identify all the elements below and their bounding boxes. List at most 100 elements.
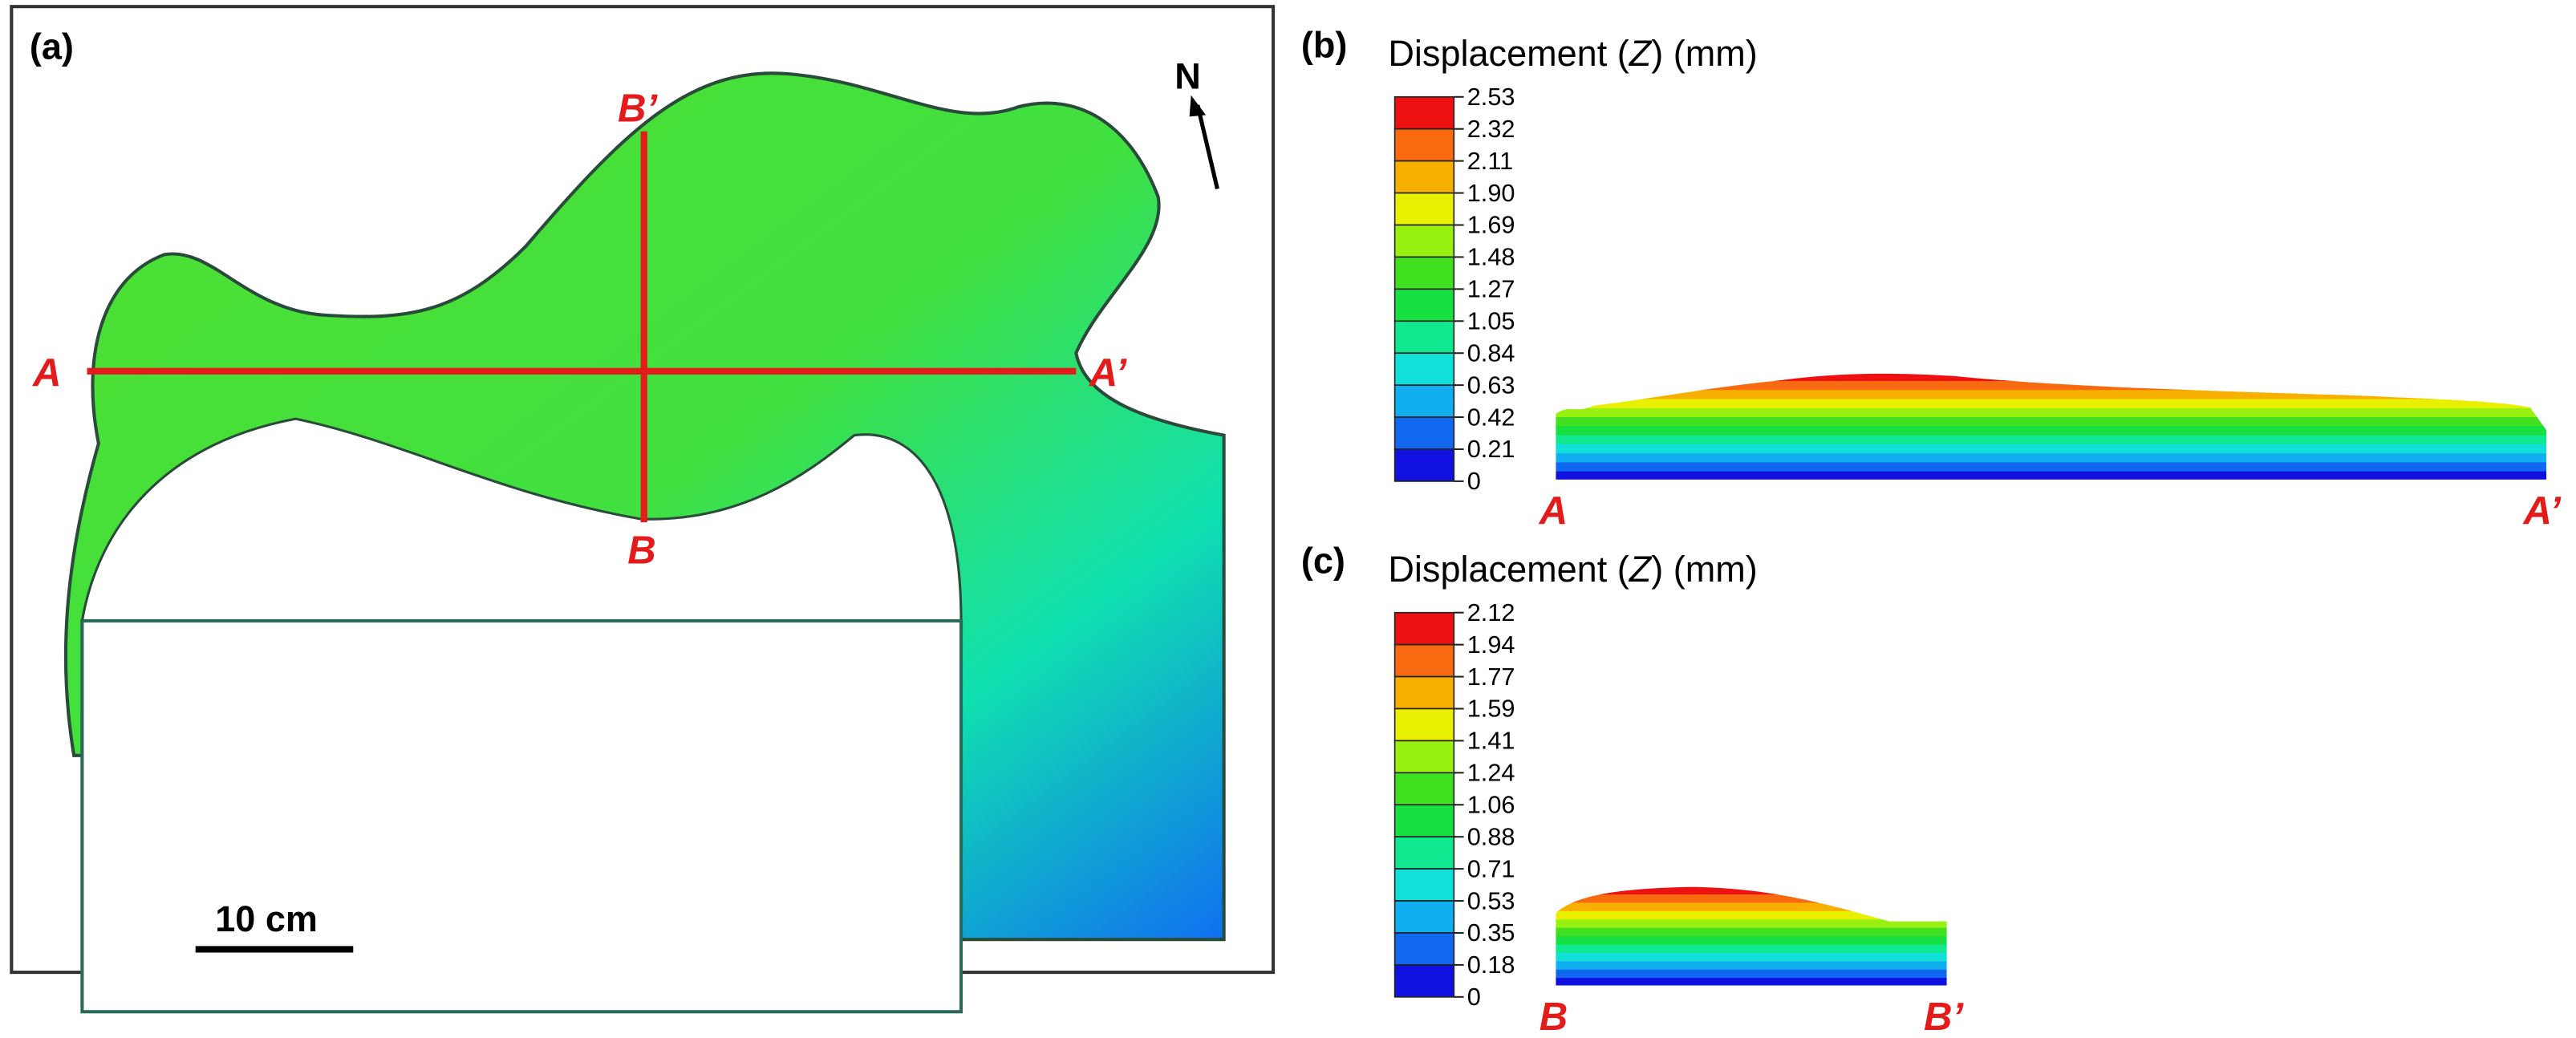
contour-band bbox=[1556, 935, 1947, 945]
contour-band bbox=[1556, 951, 1947, 962]
colorbar-tick-label: 2.12 bbox=[1467, 598, 1515, 626]
title-part: ) (mm) bbox=[1651, 549, 1758, 590]
contour-band bbox=[1556, 918, 1947, 928]
colorbar-tick-label: 0 bbox=[1467, 983, 1481, 1011]
section-end: A’ bbox=[2522, 489, 2562, 533]
contour-band bbox=[1556, 443, 2547, 454]
colorbar-band bbox=[1393, 95, 1455, 130]
colorbar-band bbox=[1393, 868, 1455, 902]
section-end: B bbox=[1540, 995, 1568, 1038]
contour-band bbox=[1556, 926, 1947, 937]
contour-band bbox=[1556, 968, 1947, 979]
opening-box bbox=[80, 618, 963, 1014]
colorbar-band bbox=[1393, 932, 1455, 966]
colorbar-tick-label: 2.32 bbox=[1467, 115, 1515, 143]
cross-section bbox=[1556, 373, 2547, 480]
north-arrow bbox=[1195, 104, 1219, 190]
contour-band bbox=[1556, 902, 1947, 911]
contour-band bbox=[1556, 407, 2547, 418]
section-label: A’ bbox=[1089, 351, 1128, 395]
contour-band bbox=[1556, 425, 2547, 436]
colorbar-band bbox=[1393, 804, 1455, 838]
section-label: B bbox=[627, 529, 655, 572]
north-arrowhead bbox=[1189, 95, 1207, 117]
colorbar-tick-label: 0.21 bbox=[1467, 435, 1515, 463]
contour-band bbox=[1556, 379, 2547, 391]
colorbar-band bbox=[1393, 611, 1455, 646]
panel-label: (a) bbox=[30, 26, 74, 67]
colorbar-band bbox=[1393, 643, 1455, 678]
contour-band bbox=[1556, 470, 2547, 480]
colorbar-tick-label: 1.69 bbox=[1467, 211, 1515, 239]
colorbar-band bbox=[1393, 772, 1455, 806]
colorbar-band bbox=[1393, 224, 1455, 258]
contour-band bbox=[1556, 434, 2547, 444]
contour-band bbox=[1556, 373, 2547, 382]
contour-band bbox=[1556, 461, 2547, 472]
colorbar-band bbox=[1393, 675, 1455, 710]
colorbar-band bbox=[1393, 740, 1455, 774]
colorbar-tick-label: 0.42 bbox=[1467, 403, 1515, 431]
colorbar-tick-label: 0.84 bbox=[1467, 339, 1515, 367]
colorbar-band bbox=[1393, 320, 1455, 355]
contour-band bbox=[1556, 452, 2547, 463]
contour-band bbox=[1556, 943, 1947, 953]
colorbar-tick-label: 1.05 bbox=[1467, 307, 1515, 335]
colorbar-band bbox=[1393, 256, 1455, 290]
scale-label: 10 cm bbox=[215, 898, 318, 939]
contour-band bbox=[1556, 398, 2547, 408]
colorbar-band bbox=[1393, 964, 1455, 998]
colorbar-tick-label: 0.63 bbox=[1467, 371, 1515, 399]
colorbar-tick-label: 1.90 bbox=[1467, 179, 1515, 207]
colorbar-tick-label: 1.59 bbox=[1467, 695, 1515, 723]
colorbar-tick-label: 0 bbox=[1467, 467, 1481, 495]
panel-label: (c) bbox=[1301, 541, 1345, 582]
colorbar-band bbox=[1393, 900, 1455, 934]
contour-band bbox=[1556, 910, 1947, 920]
section-end: B’ bbox=[1924, 995, 1964, 1038]
colorbar-tick-label: 0.88 bbox=[1467, 822, 1515, 850]
colorbar-band bbox=[1393, 128, 1455, 162]
colorbar-tick-label: 1.06 bbox=[1467, 790, 1515, 818]
contour-band bbox=[1556, 893, 1947, 903]
colorbar-title: Displacement (Z) (mm) bbox=[1388, 549, 1757, 590]
colorbar-title: Displacement (Z) (mm) bbox=[1388, 33, 1757, 74]
section-end: A bbox=[1539, 489, 1568, 533]
title-part: Displacement ( bbox=[1388, 33, 1629, 74]
colorbar-tick-label: 0.18 bbox=[1467, 951, 1515, 979]
colorbar-band bbox=[1393, 708, 1455, 742]
colorbar-tick-label: 0.71 bbox=[1467, 854, 1515, 882]
colorbar-band bbox=[1393, 160, 1455, 194]
contour-band bbox=[1556, 977, 1947, 986]
colorbar-band bbox=[1393, 448, 1455, 482]
north-label: N bbox=[1174, 56, 1201, 97]
contour-band bbox=[1556, 886, 1947, 895]
colorbar-tick-label: 1.94 bbox=[1467, 631, 1515, 659]
opening bbox=[80, 417, 963, 622]
section-label: B’ bbox=[618, 87, 658, 131]
title-part: Displacement ( bbox=[1388, 549, 1629, 590]
panel-c: (c) Displacement (Z) (mm) 2.12 1.94 1.77 1.59… bbox=[1301, 541, 1965, 1038]
colorbar-tick-label: 1.24 bbox=[1467, 759, 1515, 787]
colorbar-band bbox=[1393, 352, 1455, 386]
colorbar-band bbox=[1393, 836, 1455, 870]
colorbar-tick-label: 1.27 bbox=[1467, 275, 1515, 303]
colorbar-band bbox=[1393, 192, 1455, 226]
colorbar-tick-label: 0.35 bbox=[1467, 918, 1515, 947]
colorbar-tick-label: 1.77 bbox=[1467, 663, 1515, 691]
panel-label: (b) bbox=[1301, 25, 1348, 66]
colorbar-band bbox=[1393, 416, 1455, 450]
colorbar-tick-label: 1.48 bbox=[1467, 243, 1515, 271]
cross-section bbox=[1556, 886, 1947, 986]
colorbar-tick-label: 1.41 bbox=[1467, 727, 1515, 755]
contour-band bbox=[1556, 960, 1947, 970]
colorbar-tick-label: 2.11 bbox=[1467, 147, 1513, 175]
panel-b: (b) Displacement (Z) (mm) 2.53 2.32 2.11 1.90… bbox=[1301, 25, 2562, 533]
colorbar-band bbox=[1393, 288, 1455, 322]
contour-band bbox=[1556, 416, 2547, 427]
contour-band bbox=[1556, 389, 2547, 399]
title-part: ) (mm) bbox=[1651, 33, 1758, 74]
colorbar-band bbox=[1393, 384, 1455, 418]
title-part: Z bbox=[1629, 549, 1653, 590]
